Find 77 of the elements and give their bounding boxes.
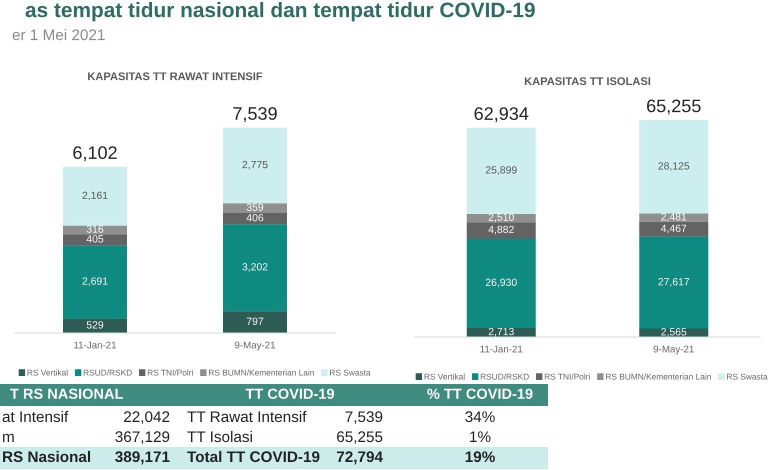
text: er 1 Mei 2021 [12,29,105,40]
legend-label: RS BUMN/Kementerian Lain [606,374,711,380]
total-label: 7,539 [233,107,277,122]
text: m [3,434,14,442]
bar [466,128,536,214]
text: 65,255 [337,431,382,444]
text: RS Nasional [3,450,90,462]
data-label: 27,617 [658,278,690,287]
text: TT COVID-19 [246,388,334,399]
text: at Intensif [2,410,68,422]
text: TT Isolasi [187,430,252,442]
legend-label: RS Swasta [727,374,768,380]
bar [63,318,127,333]
legend-label: RSUD/RSKD [84,370,132,376]
legend-label: RSUD/RSKD [480,374,529,380]
data-label: 2,161 [82,192,108,200]
bar [639,120,708,214]
legend-label: RS Vertikal [424,374,465,380]
data-label: 2,713 [488,328,514,337]
data-label: 4,467 [660,224,686,234]
x-tick-label: 11-Jan-21 [480,346,522,352]
text: T RS NASIONAL [10,388,123,399]
data-label: 3,202 [242,263,268,272]
chart-title: KAPASITAS TT RAWAT INTENSIF [88,72,262,80]
bar [223,203,287,214]
bar [63,166,127,226]
bar [223,224,287,312]
data-label: 405 [86,235,104,243]
data-label: 25,899 [486,166,517,175]
text: 19% [466,451,495,462]
legend-label: RS TNI/Polri [544,374,590,380]
text: 389,171 [115,451,170,464]
text: TT Rawat Intensif [187,410,306,422]
x-tick-label: 9-May-21 [234,342,276,350]
text: 22,042 [124,411,170,424]
data-label: 28,125 [658,162,690,171]
data-label: 2,565 [661,328,686,337]
legend-label: RS Swasta [330,370,371,376]
bar [63,245,127,319]
chart-title: KAPASITAS TT ISOLASI [524,77,650,86]
legend-label: RS Vertikal [28,370,68,376]
text: 7,539 [346,411,382,424]
data-label: 26,930 [486,278,517,288]
text: as tempat tidur nasional dan tempat tidur COVID-19 [26,2,535,22]
data-label: 359 [246,204,264,211]
data-label: 529 [86,321,104,329]
total-label: 62,934 [474,107,528,122]
total-label: 6,102 [73,146,117,162]
bar [466,222,536,238]
total-label: 65,255 [647,100,701,114]
text: 72,794 [336,451,383,464]
text: 1% [470,431,490,442]
legend-label: RS TNI/Polri [148,370,193,376]
x-tick-label: 11-Jan-21 [74,342,116,348]
data-label: 2,481 [661,213,686,222]
bar [223,311,287,333]
data-label: 4,882 [488,226,514,234]
data-label: 2,510 [488,213,514,222]
legend-label: RS BUMN/Kementerian Lain [209,370,314,376]
data-label: 406 [246,214,264,222]
data-label: 316 [86,225,104,233]
data-label: 2,775 [242,160,268,170]
bar [639,214,708,222]
bar [223,213,287,224]
bar [63,226,127,234]
text: 367,129 [115,431,170,444]
bar [63,234,127,246]
x-tick-label: 9-May-21 [654,346,694,354]
text: Total TT COVID-19 [187,450,320,462]
text: % TT COVID-19 [427,388,533,399]
data-label: 2,691 [82,277,108,286]
bar [639,222,708,237]
data-label: 797 [246,318,264,325]
bar [223,128,287,204]
bar [466,238,536,328]
bar [639,236,708,328]
text: 34% [465,411,495,422]
